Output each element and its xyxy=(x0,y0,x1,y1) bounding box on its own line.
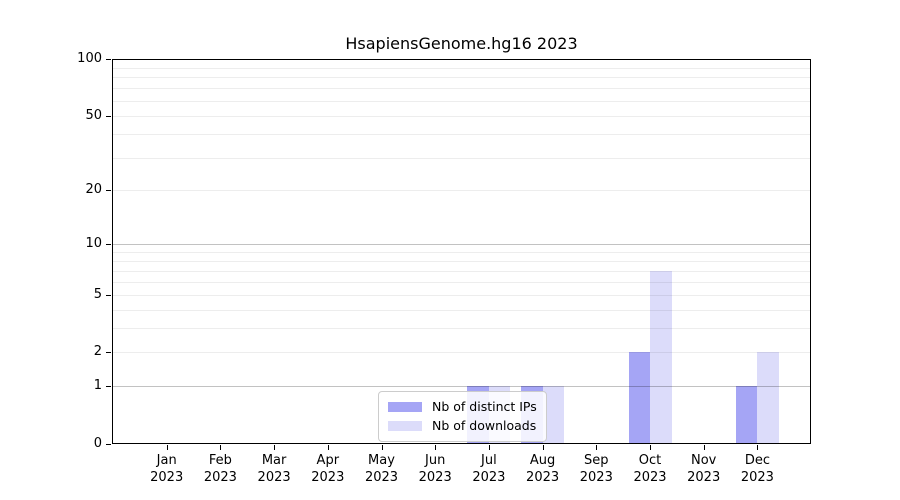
x-axis-tick xyxy=(435,445,437,450)
gridline-major xyxy=(112,243,811,245)
x-axis-label-year: 2023 xyxy=(579,470,613,485)
y-axis-label: 10 xyxy=(85,235,102,251)
legend-item-distinct-ips: Nb of distinct IPs xyxy=(388,397,537,416)
x-axis-label: Aug 2023 xyxy=(516,452,570,486)
x-axis-label-year: 2023 xyxy=(150,470,184,485)
gridline-minor xyxy=(112,309,811,311)
gridline-minor xyxy=(112,294,811,296)
x-axis-label-year: 2023 xyxy=(472,470,506,485)
y-axis-label: 1 xyxy=(93,378,102,394)
x-axis-label: Jun 2023 xyxy=(408,452,462,486)
x-axis-tick xyxy=(703,445,705,450)
x-axis-tick xyxy=(650,445,651,450)
y-axis-tick xyxy=(106,352,111,354)
bar-oct-downloads xyxy=(650,270,672,444)
x-axis-label-month: Mar xyxy=(261,453,287,468)
x-axis-tick xyxy=(757,445,759,450)
gridline-major xyxy=(112,59,811,60)
x-axis-label: Mar 2023 xyxy=(247,452,301,486)
gridline-minor xyxy=(112,101,811,103)
x-axis-label: Feb 2023 xyxy=(193,452,247,486)
x-axis-label: Oct 2023 xyxy=(623,452,677,486)
gridline-minor xyxy=(112,77,811,79)
chart-title: HsapiensGenome.hg16 2023 xyxy=(345,34,578,53)
gridline-minor xyxy=(112,88,811,90)
gridline-major xyxy=(112,386,811,388)
bar-dec-downloads xyxy=(757,352,779,444)
x-axis-label-year: 2023 xyxy=(687,470,721,485)
legend-swatch-downloads xyxy=(388,420,422,431)
x-axis-label-month: Apr xyxy=(316,453,340,468)
x-axis-label: Jul 2023 xyxy=(462,452,516,486)
x-axis-label-year: 2023 xyxy=(311,470,345,485)
gridline-minor xyxy=(112,328,811,330)
x-axis-label: Sep 2023 xyxy=(569,452,623,486)
x-axis-label-year: 2023 xyxy=(257,470,291,485)
x-axis-tick xyxy=(274,445,276,450)
x-axis-label: May 2023 xyxy=(355,452,409,486)
x-axis-label: Jan 2023 xyxy=(140,452,194,486)
gridline-minor xyxy=(112,67,811,69)
legend-swatch-distinct-ips xyxy=(388,401,422,412)
x-axis-tick xyxy=(381,445,383,450)
x-axis-label-month: Nov xyxy=(691,453,717,468)
x-axis-label-year: 2023 xyxy=(203,470,237,485)
legend-item-downloads: Nb of downloads xyxy=(388,416,537,435)
gridline-minor xyxy=(112,281,811,283)
x-axis-label-year: 2023 xyxy=(740,470,774,485)
gridline-minor xyxy=(112,190,811,192)
y-axis-tick xyxy=(106,116,111,117)
x-axis-label-year: 2023 xyxy=(526,470,560,485)
x-axis-label-month: Jun xyxy=(425,453,446,468)
y-axis-tick xyxy=(106,243,111,245)
gridline-minor xyxy=(112,251,811,253)
x-axis-label-month: Jul xyxy=(481,453,497,468)
y-axis-tick xyxy=(106,444,111,445)
bar-aug-downloads xyxy=(542,386,565,444)
x-axis-label: Apr 2023 xyxy=(301,452,355,486)
x-axis-label-year: 2023 xyxy=(418,470,452,485)
bar-dec-distinct-ips xyxy=(735,386,758,444)
legend-label: Nb of downloads xyxy=(432,418,537,433)
y-axis-tick xyxy=(106,59,111,60)
x-axis-label-month: Aug xyxy=(529,453,556,468)
gridline-minor xyxy=(112,270,811,272)
x-axis-tick xyxy=(327,445,329,450)
x-axis-tick xyxy=(596,445,598,450)
y-axis-label: 2 xyxy=(93,344,102,360)
x-axis-label-month: Feb xyxy=(208,453,232,468)
x-axis-label: Dec 2023 xyxy=(730,452,784,486)
x-axis-label-year: 2023 xyxy=(364,470,399,485)
gridline-minor xyxy=(112,260,811,262)
gridline-minor xyxy=(112,352,811,354)
x-axis-label-year: 2023 xyxy=(633,470,667,485)
y-axis-label: 100 xyxy=(77,51,102,66)
legend-label: Nb of distinct IPs xyxy=(432,399,537,414)
x-axis-tick xyxy=(542,445,544,450)
x-axis-tick xyxy=(488,445,490,450)
y-axis-label: 5 xyxy=(93,286,102,302)
y-axis-tick xyxy=(106,190,111,192)
plot-area xyxy=(112,59,811,444)
y-axis-tick xyxy=(106,294,111,296)
y-axis-label: 20 xyxy=(85,182,102,198)
x-axis-label: Nov 2023 xyxy=(677,452,731,486)
x-axis-tick xyxy=(166,445,168,450)
x-axis-label-month: Jan xyxy=(156,453,177,468)
x-axis-tick xyxy=(220,445,222,450)
legend: Nb of distinct IPs Nb of downloads xyxy=(378,391,547,442)
gridline-minor xyxy=(112,116,811,117)
x-axis-label-month: Dec xyxy=(744,453,770,468)
gridline-minor xyxy=(112,134,811,136)
bar-oct-distinct-ips xyxy=(628,352,650,444)
y-axis-label: 50 xyxy=(85,108,102,123)
x-axis-label-month: Sep xyxy=(584,453,609,468)
y-axis-label: 0 xyxy=(93,436,102,451)
x-axis-label-month: Oct xyxy=(638,453,662,468)
y-axis-tick xyxy=(106,386,111,388)
gridline-minor xyxy=(112,157,811,159)
x-axis-label-month: May xyxy=(368,453,395,468)
